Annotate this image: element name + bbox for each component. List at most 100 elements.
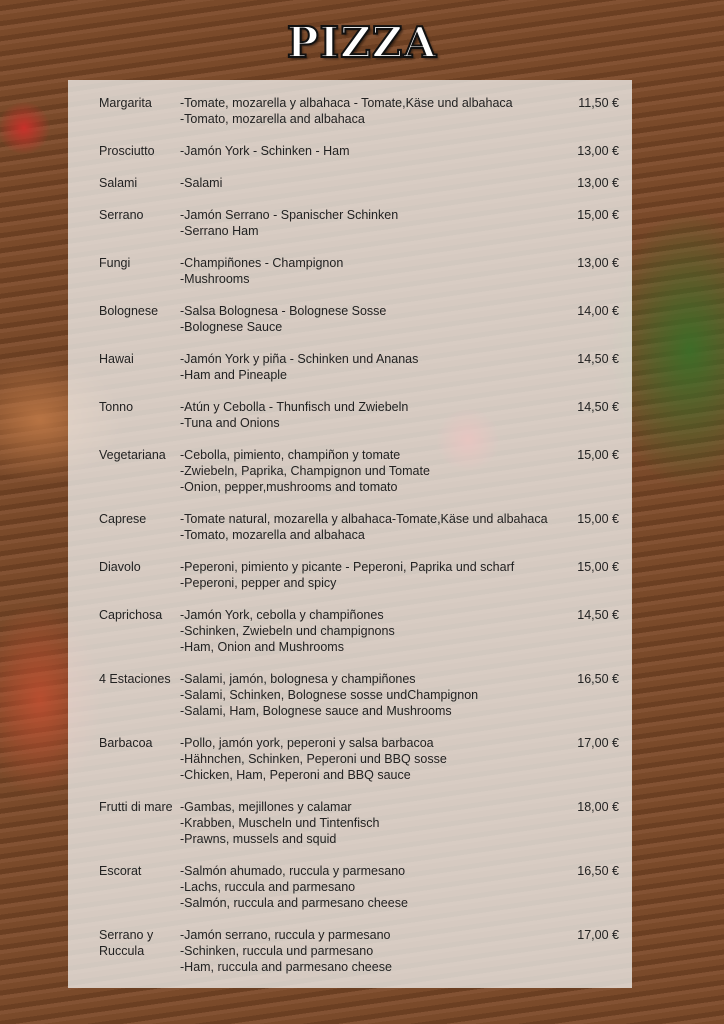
description-line: -Lachs, ruccula and parmesano (180, 880, 356, 894)
item-price: 18,00 € (577, 800, 619, 814)
description-line: -Onion, pepper,mushrooms and tomato (180, 480, 398, 494)
description-line: -Champiñones - Champignon (180, 256, 344, 270)
item-name: Diavolo (99, 560, 141, 574)
item-name: Caprese (99, 512, 147, 526)
description-line: -Tomato, mozarella and albahaca (180, 528, 365, 542)
menu-item: Serrano y Ruccula -Jamón serrano, ruccula… (99, 927, 623, 975)
description-line: -Zwiebeln, Paprika, Champignon und Tomat… (180, 464, 430, 478)
menu-item: Serrano -Jamón Serrano - Spanischer Schin… (99, 207, 623, 239)
item-description: -Salmón ahumado, ruccula y parmesano -Lac… (180, 863, 623, 911)
description-line: -Peperoni, pepper and spicy (180, 576, 337, 590)
menu-item: Caprichosa -Jamón York, cebolla y champiñ… (99, 607, 623, 655)
description-line: -Chicken, Ham, Peperoni and BBQ sauce (180, 768, 411, 782)
item-description: -Jamón York - Schinken - Ham (180, 143, 623, 159)
menu-item: 4 Estaciones -Salami, jamón, bolognesa y … (99, 671, 623, 719)
item-description: -Tomate natural, mozarella y albahaca-To… (180, 511, 623, 543)
item-name: Frutti di mare (99, 800, 173, 814)
item-price: 15,00 € (577, 208, 619, 222)
item-name: Margarita (99, 96, 152, 110)
menu-item: Frutti di mare -Gambas, mejillones y cala… (99, 799, 623, 847)
menu-item: Fungi -Champiñones - Champignon -Mushrooms… (99, 255, 623, 287)
item-description: -Pollo, jamón york, peperoni y salsa bar… (180, 735, 623, 783)
description-line: -Pollo, jamón york, peperoni y salsa bar… (180, 736, 434, 750)
description-line: -Cebolla, pimiento, champiñon y tomate (180, 448, 401, 462)
item-description: -Cebolla, pimiento, champiñon y tomate -Z… (180, 447, 623, 495)
description-line: -Jamón York - Schinken - Ham (180, 144, 350, 158)
item-name: Salami (99, 176, 138, 190)
description-line: -Tomate, mozarella y albahaca - Tomate,K… (180, 96, 513, 110)
item-description: -Jamón Serrano - Spanischer Schinken -Ser… (180, 207, 623, 239)
item-price: 16,50 € (577, 864, 619, 878)
menu-item: Bolognese -Salsa Bolognesa - Bolognese So… (99, 303, 623, 335)
description-line: -Bolognese Sauce (180, 320, 283, 334)
item-name: Escorat (99, 864, 142, 878)
item-price: 13,00 € (577, 144, 619, 158)
item-name: Prosciutto (99, 144, 155, 158)
description-line: -Salami, Ham, Bolognese sauce and Mushro… (180, 704, 452, 718)
item-price: 17,00 € (577, 736, 619, 750)
item-description: -Salsa Bolognesa - Bolognese Sosse -Bolog… (180, 303, 623, 335)
item-description: -Atún y Cebolla - Thunfisch und Zwiebeln… (180, 399, 623, 431)
description-line: -Hähnchen, Schinken, Peperoni und BBQ so… (180, 752, 447, 766)
item-price: 15,00 € (577, 560, 619, 574)
description-line: -Schinken, ruccula und parmesano (180, 944, 374, 958)
item-name: Serrano (99, 208, 144, 222)
item-price: 13,00 € (577, 176, 619, 190)
description-line: -Ham, Onion and Mushrooms (180, 640, 344, 654)
item-description: -Tomate, mozarella y albahaca - Tomate,K… (180, 95, 623, 127)
description-line: -Schinken, Zwiebeln und champignons (180, 624, 395, 638)
description-line: -Ham, ruccula and parmesano cheese (180, 960, 392, 974)
menu-item: Caprese -Tomate natural, mozarella y alba… (99, 511, 623, 543)
item-name: Bolognese (99, 304, 159, 318)
description-line: -Jamón York, cebolla y champiñones (180, 608, 384, 622)
menu-item: Salami -Salami 13,00 € (99, 175, 623, 191)
menu-item: Vegetariana -Cebolla, pimiento, champiñon… (99, 447, 623, 495)
item-description: -Jamón serrano, ruccula y parmesano -Schi… (180, 927, 623, 975)
description-line: -Tuna and Onions (180, 416, 280, 430)
description-line: -Salmón, ruccula and parmesano cheese (180, 896, 408, 910)
description-line: -Ham and Pineaple (180, 368, 288, 382)
item-price: 16,50 € (577, 672, 619, 686)
description-line: -Tomate natural, mozarella y albahaca-To… (180, 512, 548, 526)
menu-item: Margarita -Tomate, mozarella y albahaca -… (99, 95, 623, 127)
item-price: 14,50 € (577, 608, 619, 622)
description-line: -Salmón ahumado, ruccula y parmesano (180, 864, 406, 878)
item-name: Fungi (99, 256, 131, 270)
description-line: -Salsa Bolognesa - Bolognese Sosse (180, 304, 387, 318)
item-price: 14,50 € (577, 400, 619, 414)
menu-item: Escorat -Salmón ahumado, ruccula y parmes… (99, 863, 623, 911)
description-line: -Jamón York y piña - Schinken und Ananas (180, 352, 419, 366)
description-line: -Prawns, mussels and squid (180, 832, 337, 846)
item-price: 17,00 € (577, 928, 619, 942)
description-line: -Salami, Schinken, Bolognese sosse undCh… (180, 688, 479, 702)
menu-item: Diavolo -Peperoni, pimiento y picante - P… (99, 559, 623, 591)
item-description: -Champiñones - Champignon -Mushrooms (180, 255, 623, 287)
item-name: Barbacoa (99, 736, 153, 750)
description-line: -Atún y Cebolla - Thunfisch und Zwiebeln (180, 400, 409, 414)
item-description: -Salami, jamón, bolognesa y champiñones -… (180, 671, 623, 719)
menu-item: Prosciutto -Jamón York - Schinken - Ham 13… (99, 143, 623, 159)
item-name: 4 Estaciones (99, 672, 171, 686)
item-description: -Peperoni, pimiento y picante - Peperoni… (180, 559, 623, 591)
item-description: -Jamón York y piña - Schinken und Ananas… (180, 351, 623, 383)
item-price: 14,50 € (577, 352, 619, 366)
description-line: -Krabben, Muscheln und Tintenfisch (180, 816, 380, 830)
description-line: -Serrano Ham (180, 224, 259, 238)
menu-title: PIZZA (286, 17, 438, 68)
description-line: -Mushrooms (180, 272, 250, 286)
item-name: Hawai (99, 352, 134, 366)
item-description: -Gambas, mejillones y calamar -Krabben, M… (180, 799, 623, 847)
description-line: -Peperoni, pimiento y picante - Peperoni… (180, 560, 515, 574)
description-line: -Jamón Serrano - Spanischer Schinken (180, 208, 399, 222)
item-name: Caprichosa (99, 608, 163, 622)
item-description: -Salami (180, 175, 623, 191)
item-price: 15,00 € (577, 512, 619, 526)
menu-item: Hawai -Jamón York y piña - Schinken und A… (99, 351, 623, 383)
description-line: -Jamón serrano, ruccula y parmesano (180, 928, 391, 942)
menu-panel (68, 80, 632, 988)
menu-item: Barbacoa -Pollo, jamón york, peperoni y s… (99, 735, 623, 783)
item-price: 15,00 € (577, 448, 619, 462)
item-name: Serrano y Ruccula (99, 928, 154, 958)
item-name: Tonno (99, 400, 134, 414)
description-line: -Salami (180, 176, 223, 190)
